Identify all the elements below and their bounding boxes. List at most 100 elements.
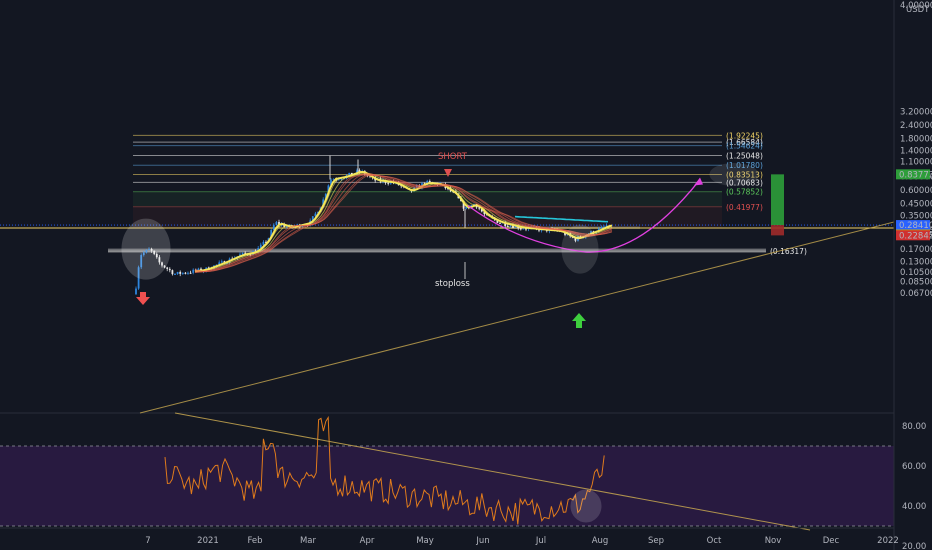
arrow-down-icon (136, 292, 150, 305)
candle-body (428, 181, 431, 183)
fib-label-0: (1.92245) (726, 131, 763, 140)
candle-body (332, 179, 335, 181)
candle-body (189, 272, 192, 274)
cyan-ma-line (514, 215, 609, 223)
price-tick: 0.06700 (900, 289, 932, 299)
candle-body (259, 244, 262, 249)
candle-body (514, 225, 517, 228)
candle-body (324, 193, 327, 200)
candle-body (270, 229, 273, 239)
candle-body (337, 179, 340, 181)
candle-body (184, 272, 187, 274)
arrow-up-icon (572, 313, 586, 328)
time-tick: 2022 (877, 536, 899, 546)
long-target-zone (771, 174, 784, 226)
candle-body (478, 207, 481, 209)
candle-body (356, 170, 358, 174)
candle-body (496, 219, 499, 223)
candle-body (220, 261, 223, 263)
candle-body (171, 270, 174, 275)
candle-body (603, 226, 605, 228)
price-tick: 0.17000 (900, 245, 932, 255)
candle-body (174, 274, 176, 276)
time-tick: Feb (247, 536, 262, 546)
candle-body (462, 201, 465, 209)
candle-body (140, 255, 143, 268)
candle-body (161, 262, 163, 266)
price-tick: 0.08500 (900, 278, 932, 288)
price-tick: 1.80000 (900, 134, 932, 144)
candle-body (525, 228, 527, 230)
ma-line-5 (194, 174, 613, 273)
candle-body (155, 253, 158, 258)
fib-label-5: (0.83513) (726, 170, 763, 179)
price-axis-bg (894, 0, 932, 550)
rsi-tick: 40.00 (902, 502, 926, 512)
trendline (139, 221, 895, 414)
candle-body (179, 271, 182, 274)
fib-label-1: (1.66584) (726, 138, 763, 147)
price-tick: 0.60000 (900, 186, 932, 196)
candle-body (176, 271, 179, 275)
candle-body (137, 267, 140, 289)
candle-body (512, 225, 514, 228)
highlight-circle-left (121, 218, 171, 280)
rsi-line (164, 415, 605, 525)
candle-body (135, 288, 137, 295)
ma-line-7 (194, 175, 613, 272)
fib-label-7: (0.57852) (726, 188, 763, 197)
support-zone (108, 248, 766, 253)
candle-body (483, 211, 486, 215)
time-axis[interactable]: 7 2021 Feb Mar Apr May Jun Jul Aug Sep Oct Nov Dec 20… (0, 527, 899, 546)
candle-body (519, 228, 522, 230)
candle-body (317, 211, 319, 214)
time-tick: Jul (535, 536, 546, 546)
fib-label-9: (0.16317) (770, 247, 807, 256)
fib-label-2: (1.54624) (726, 142, 763, 151)
candle-body (605, 225, 608, 227)
price-tick: 2.40000 (900, 121, 932, 131)
candle-body (275, 222, 278, 225)
candle-body (166, 267, 169, 269)
projection-arrowhead (694, 177, 703, 186)
rsi-pane[interactable] (0, 412, 894, 531)
candle-body (142, 252, 145, 256)
target-circle (709, 162, 759, 186)
short-label: SHORT (438, 152, 468, 162)
price-badge-bg (896, 230, 930, 241)
price-tick: 1.10000 (900, 158, 932, 168)
rsi-highlight-circle (570, 489, 602, 523)
price-tick: 3.20000 (900, 107, 932, 117)
candle-body (480, 208, 483, 212)
highlight-circle-right (561, 224, 599, 274)
rsi-trendline (174, 412, 811, 531)
candle-body (574, 237, 577, 241)
candle-body (181, 272, 184, 274)
rsi-tick: 60.00 (902, 462, 926, 472)
main-pane[interactable]: (1.92245)(1.66584)(1.54624)(1.25048)(1.0… (0, 131, 895, 414)
time-tick: Oct (707, 536, 722, 546)
price-tick: 0.45000 (900, 199, 932, 209)
candle-body (262, 241, 265, 245)
fib-label-3: (1.25048) (726, 152, 763, 161)
fib-label-4: (1.01780) (726, 161, 763, 170)
price-badge-bg (896, 220, 930, 231)
candle-body (314, 213, 317, 217)
stoploss-label: stoploss (435, 279, 470, 289)
price-tick: 1.40000 (900, 146, 932, 156)
rsi-band (0, 446, 894, 526)
candle-body (272, 224, 275, 230)
time-tick: Dec (823, 536, 840, 546)
time-tick: Apr (360, 536, 375, 546)
time-tick: 2021 (197, 536, 219, 546)
time-tick: Aug (592, 536, 609, 546)
candle-body (244, 252, 247, 254)
candle-body (153, 250, 156, 254)
cup-projection-curve (467, 179, 701, 253)
candle-body (590, 231, 592, 235)
price-tick: 0.13000 (900, 258, 932, 268)
candle-body (241, 252, 244, 255)
candle-body (168, 268, 171, 271)
